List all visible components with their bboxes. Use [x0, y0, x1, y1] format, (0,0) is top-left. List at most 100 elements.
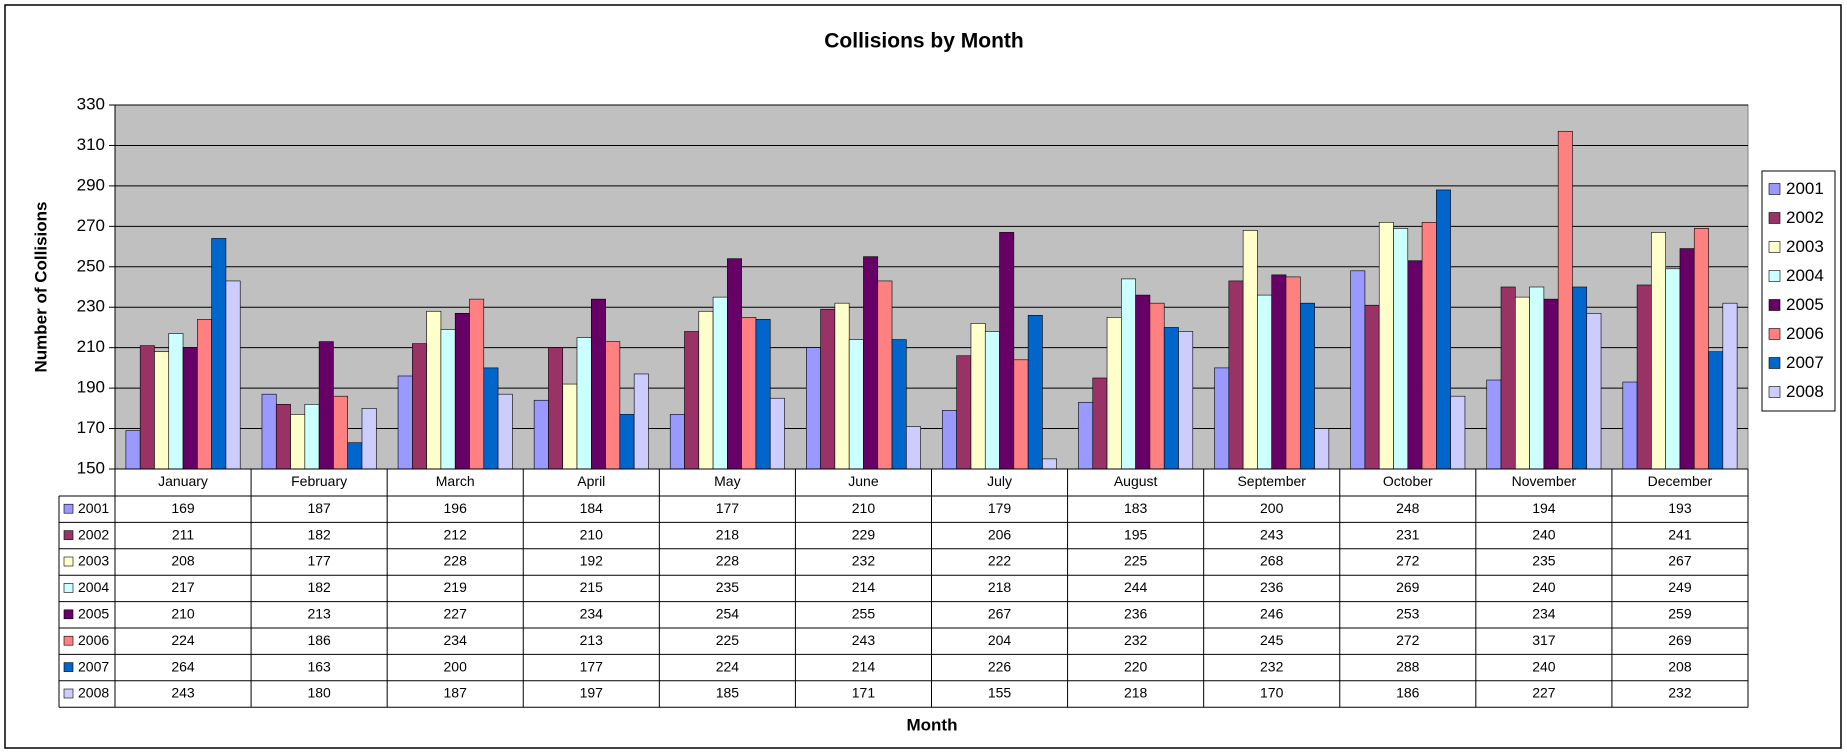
table-legend-key [63, 530, 74, 540]
table-cell: 217 [171, 579, 195, 595]
bar [1514, 296, 1530, 470]
legend-key [1768, 241, 1781, 253]
table-row-label: 2001 [78, 500, 109, 516]
table-cell: 192 [580, 553, 604, 569]
table-cell: 208 [171, 553, 195, 569]
x-tick-label: February [291, 473, 347, 489]
bar [318, 341, 334, 470]
bar [1299, 302, 1315, 470]
table-legend-key [63, 583, 74, 593]
legend-label: 2004 [1786, 266, 1824, 285]
x-tick-label: April [577, 473, 605, 489]
table-cell: 272 [1396, 632, 1420, 648]
table-cell: 272 [1396, 553, 1420, 569]
bar [956, 355, 972, 470]
legend-label: 2002 [1786, 208, 1824, 227]
table-cell: 234 [444, 632, 468, 648]
table-cell: 267 [988, 606, 1012, 622]
table-cell: 235 [1532, 553, 1556, 569]
table-cell: 236 [1124, 606, 1148, 622]
bar [347, 442, 363, 470]
table-cell: 254 [716, 606, 740, 622]
bar [999, 232, 1015, 470]
table-legend-key [63, 503, 74, 514]
bar [1665, 268, 1681, 470]
x-tick-label: August [1114, 473, 1158, 489]
bar [1314, 428, 1330, 470]
bar [1693, 228, 1709, 470]
table-cell: 210 [852, 500, 876, 516]
table-cell: 185 [716, 685, 740, 701]
bar [426, 310, 442, 470]
table-legend-key [63, 635, 74, 646]
bar [275, 403, 291, 470]
table-cell: 246 [1260, 606, 1284, 622]
bar [755, 319, 771, 470]
x-tick-label: June [848, 473, 879, 489]
bar [590, 298, 606, 470]
table-cell: 245 [1260, 632, 1284, 648]
table-cell: 187 [444, 685, 468, 701]
bar [469, 298, 485, 470]
bar [877, 280, 893, 470]
x-tick-label: November [1512, 473, 1577, 489]
bar [1027, 315, 1043, 470]
x-tick-label: January [158, 473, 208, 489]
table-cell: 204 [988, 632, 1012, 648]
legend-key [1768, 357, 1781, 369]
bar [1421, 221, 1437, 470]
table-cell: 208 [1668, 658, 1692, 674]
bar [984, 331, 1000, 470]
table-cell: 214 [852, 579, 876, 595]
table-cell: 244 [1124, 579, 1148, 595]
legend-key [1768, 212, 1781, 224]
bar [1436, 189, 1451, 470]
y-tick-label: 250 [77, 256, 105, 275]
table-cell: 177 [307, 553, 331, 569]
bar [1149, 302, 1165, 470]
table-cell: 224 [716, 658, 740, 674]
y-tick-label: 170 [77, 418, 105, 437]
bar [261, 393, 277, 470]
bar [906, 426, 921, 470]
table-cell: 186 [1396, 685, 1420, 701]
x-tick-label: September [1237, 473, 1306, 489]
table-cell: 200 [1260, 500, 1284, 516]
bar [1013, 359, 1029, 470]
table-cell: 210 [580, 526, 604, 542]
bar [891, 339, 907, 470]
bar [1378, 221, 1394, 470]
bar [454, 312, 470, 470]
table-cell: 226 [988, 658, 1012, 674]
table-cell: 234 [1532, 606, 1556, 622]
table-cell: 269 [1668, 632, 1692, 648]
x-tick-label: December [1648, 473, 1713, 489]
bar [633, 373, 649, 470]
bar [1407, 260, 1423, 470]
bar [1350, 270, 1366, 470]
y-tick-label: 150 [77, 458, 105, 477]
bar [304, 403, 320, 470]
x-axis-label: Month [907, 715, 958, 734]
legend-label: 2007 [1786, 353, 1824, 372]
legend-label: 2005 [1786, 295, 1824, 314]
table-cell: 241 [1668, 526, 1692, 542]
bar [412, 343, 427, 470]
table-cell: 236 [1260, 579, 1284, 595]
bar [1450, 395, 1466, 470]
table-cell: 227 [444, 606, 468, 622]
table-cell: 218 [716, 526, 740, 542]
bar [1271, 274, 1287, 470]
bar [333, 395, 349, 470]
table-cell: 218 [1124, 685, 1148, 701]
table-cell: 227 [1532, 685, 1556, 701]
bar [548, 347, 564, 470]
y-tick-label: 230 [77, 297, 105, 316]
table-cell: 243 [1260, 526, 1284, 542]
table-cell: 184 [580, 500, 604, 516]
bar [1529, 286, 1545, 470]
bar [1557, 130, 1573, 470]
bar [562, 383, 578, 470]
table-cell: 232 [1124, 632, 1148, 648]
table-legend-key [63, 662, 74, 672]
